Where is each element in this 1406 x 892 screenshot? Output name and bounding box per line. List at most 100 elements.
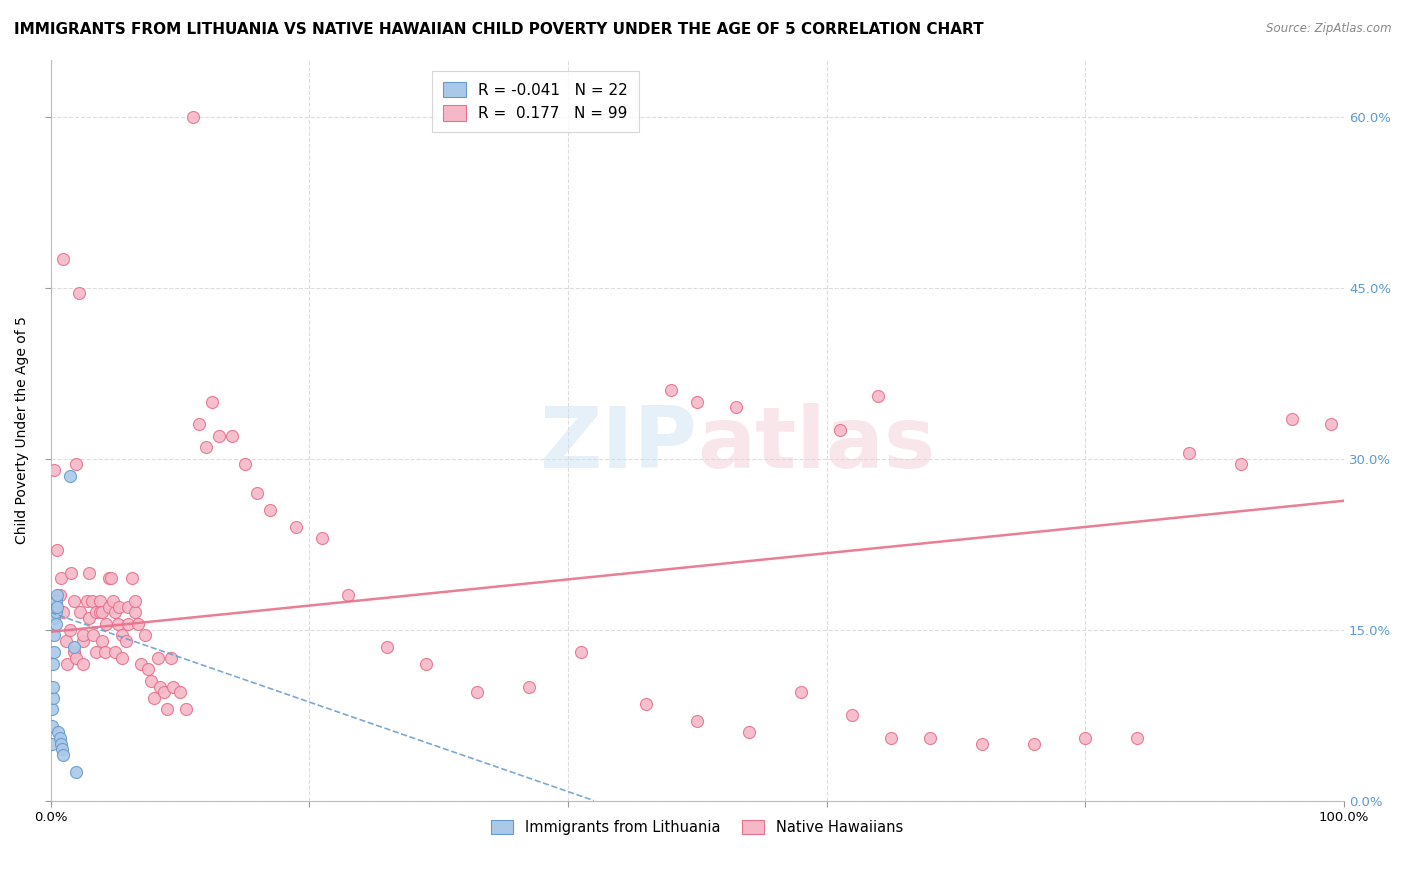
Point — [46, 725, 69, 739]
Point — [97, 571, 120, 585]
Point — [42, 657, 65, 671]
Point — [1074, 731, 1097, 745]
Point — [285, 520, 308, 534]
Point — [82, 628, 104, 642]
Point — [108, 599, 131, 614]
Point — [1281, 411, 1303, 425]
Point — [1320, 417, 1343, 432]
Point — [65, 651, 87, 665]
Point — [59, 468, 82, 483]
Point — [104, 645, 127, 659]
Point — [880, 731, 903, 745]
Point — [91, 606, 114, 620]
Text: Source: ZipAtlas.com: Source: ZipAtlas.com — [1267, 22, 1392, 36]
Point — [45, 606, 67, 620]
Point — [121, 571, 143, 585]
Point — [69, 606, 91, 620]
Point — [114, 634, 136, 648]
Point — [46, 588, 69, 602]
Point — [52, 606, 75, 620]
Point — [65, 457, 87, 471]
Point — [42, 680, 65, 694]
Point — [467, 685, 489, 699]
Point — [94, 645, 117, 659]
Point — [56, 657, 79, 671]
Point — [162, 680, 184, 694]
Point — [76, 594, 98, 608]
Point — [725, 401, 748, 415]
Point — [44, 628, 66, 642]
Point — [111, 651, 134, 665]
Point — [181, 110, 204, 124]
Text: atlas: atlas — [697, 403, 935, 486]
Point — [246, 485, 269, 500]
Point — [169, 685, 191, 699]
Point — [49, 737, 72, 751]
Text: ZIP: ZIP — [540, 403, 697, 486]
Point — [920, 731, 942, 745]
Point — [89, 594, 111, 608]
Point — [94, 616, 117, 631]
Point — [375, 640, 398, 654]
Point — [48, 588, 70, 602]
Point — [101, 594, 124, 608]
Point — [661, 383, 683, 397]
Point — [201, 394, 224, 409]
Point — [44, 463, 66, 477]
Point — [569, 645, 592, 659]
Point — [634, 697, 657, 711]
Point — [686, 714, 709, 728]
Point — [143, 690, 166, 705]
Point — [311, 532, 333, 546]
Point — [146, 651, 169, 665]
Point — [221, 429, 243, 443]
Point — [337, 588, 360, 602]
Point — [828, 423, 851, 437]
Point — [100, 571, 122, 585]
Point — [176, 702, 198, 716]
Point — [60, 566, 83, 580]
Point — [48, 731, 70, 745]
Point — [89, 606, 111, 620]
Point — [84, 606, 107, 620]
Point — [208, 429, 231, 443]
Text: IMMIGRANTS FROM LITHUANIA VS NATIVE HAWAIIAN CHILD POVERTY UNDER THE AGE OF 5 CO: IMMIGRANTS FROM LITHUANIA VS NATIVE HAWA… — [14, 22, 984, 37]
Point — [42, 690, 65, 705]
Point — [41, 719, 63, 733]
Point — [111, 628, 134, 642]
Point — [117, 599, 139, 614]
Point — [79, 611, 101, 625]
Point — [134, 628, 156, 642]
Point — [233, 457, 256, 471]
Point — [127, 616, 149, 631]
Point — [46, 542, 69, 557]
Point — [72, 657, 94, 671]
Point — [107, 616, 129, 631]
Point — [44, 645, 66, 659]
Point — [62, 640, 84, 654]
Point — [45, 594, 67, 608]
Point — [44, 611, 66, 625]
Point — [124, 594, 146, 608]
Point — [1126, 731, 1149, 745]
Point — [1229, 457, 1251, 471]
Legend: Immigrants from Lithuania, Native Hawaiians: Immigrants from Lithuania, Native Hawaii… — [481, 809, 914, 845]
Point — [136, 662, 159, 676]
Point — [415, 657, 437, 671]
Point — [194, 440, 217, 454]
Point — [41, 702, 63, 716]
Point — [59, 623, 82, 637]
Point — [45, 616, 67, 631]
Point — [51, 742, 73, 756]
Point — [868, 389, 890, 403]
Point — [67, 286, 90, 301]
Point — [84, 645, 107, 659]
Point — [1178, 446, 1201, 460]
Point — [153, 685, 176, 699]
Point — [259, 503, 281, 517]
Point — [80, 594, 103, 608]
Point — [1022, 737, 1045, 751]
Point — [159, 651, 181, 665]
Point — [686, 394, 709, 409]
Point — [65, 765, 87, 780]
